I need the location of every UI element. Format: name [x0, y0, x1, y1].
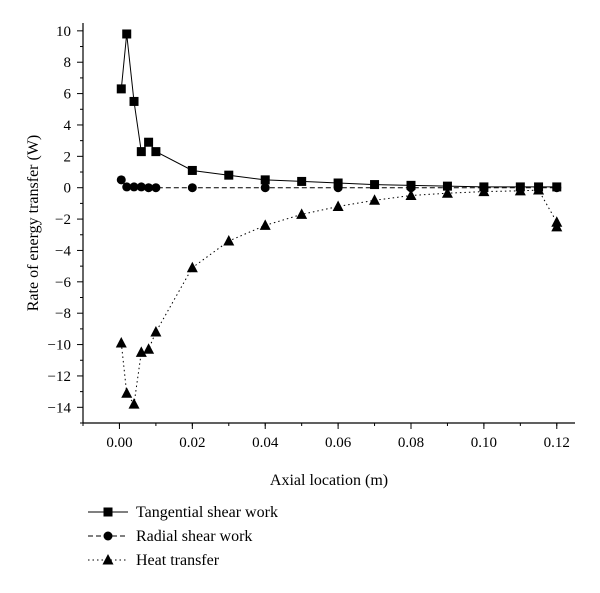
data-point: [223, 235, 235, 246]
data-point: [136, 147, 146, 157]
axes: −14 −12 −10 −8 −6 −4 −2 0 2 4 6 8 10 0.00 0.02 0.04 0.06…: [48, 23, 575, 451]
legend-label: Heat transfer: [136, 552, 220, 569]
data-point: [260, 183, 270, 193]
legend: Tangential shear work Radial shear work He…: [88, 504, 278, 569]
data-point: [143, 343, 155, 354]
x-tick-label: 0.08: [398, 435, 424, 451]
data-point: [442, 181, 452, 191]
data-point: [121, 387, 133, 398]
legend-label: Tangential shear work: [136, 504, 278, 521]
y-tick-label: 6: [64, 87, 72, 103]
data-point: [144, 183, 154, 193]
series-line: [120, 33, 557, 188]
legend-marker: [103, 507, 113, 517]
y-tick-label: −2: [55, 212, 71, 228]
data-point: [296, 208, 308, 219]
y-tick-label: −14: [48, 400, 72, 416]
data-point: [186, 261, 198, 273]
data-point: [187, 183, 197, 193]
data-point: [122, 29, 132, 39]
x-tick-label: 0.10: [471, 435, 497, 451]
data-point: [333, 183, 343, 193]
legend-item: Radial shear work: [88, 528, 252, 545]
data-point: [187, 165, 197, 175]
legend-label: Radial shear work: [136, 528, 252, 545]
y-tick-label: −12: [48, 369, 71, 385]
data-point: [144, 137, 154, 147]
data-point: [332, 200, 344, 212]
x-tick-label: 0.00: [106, 435, 132, 451]
data-point: [370, 180, 380, 190]
data-point: [333, 178, 343, 188]
data-point: [151, 183, 161, 193]
y-tick-label: −6: [55, 275, 71, 291]
data-point: [129, 96, 139, 106]
data-point: [128, 398, 140, 409]
data-point: [533, 184, 545, 195]
data-point: [224, 170, 234, 180]
x-tick-label: 0.04: [252, 435, 279, 451]
legend-marker: [102, 554, 114, 565]
y-tick-label: 8: [64, 55, 72, 71]
series-circle: [116, 175, 562, 193]
data-point: [478, 185, 490, 197]
x-tick-label: 0.06: [325, 435, 352, 451]
y-tick-label: 2: [64, 149, 72, 165]
data-point: [136, 182, 146, 192]
data-point: [551, 220, 563, 232]
data-point: [552, 183, 562, 193]
legend-marker: [103, 531, 113, 541]
y-tick-label: 4: [64, 118, 72, 134]
data-point: [129, 182, 139, 192]
x-tick-label: 0.12: [544, 435, 570, 451]
data-point: [122, 182, 132, 192]
series-triangle: [115, 184, 563, 409]
data-point: [369, 194, 381, 205]
series-layer: [115, 29, 563, 409]
data-point: [260, 175, 270, 185]
x-axis-label: Axial location (m): [270, 472, 388, 489]
data-point: [135, 346, 147, 357]
legend-item: Heat transfer: [88, 552, 220, 569]
y-tick-label: 0: [64, 181, 72, 197]
data-point: [297, 176, 307, 186]
data-point: [150, 326, 162, 337]
y-tick-label: 10: [56, 24, 71, 40]
data-point: [116, 175, 126, 185]
y-tick-label: −10: [48, 338, 71, 354]
data-point: [115, 337, 127, 348]
legend-item: Tangential shear work: [88, 504, 278, 521]
data-point: [259, 219, 271, 230]
series-line: [120, 189, 558, 406]
series-square: [116, 29, 562, 192]
data-point: [406, 183, 416, 193]
series-line: [120, 179, 557, 189]
data-point: [441, 187, 453, 198]
x-tick-label: 0.02: [179, 435, 205, 451]
data-point: [116, 84, 126, 94]
data-point: [405, 189, 417, 201]
data-point: [151, 147, 161, 157]
y-tick-label: −8: [55, 306, 71, 322]
y-axis-label: Rate of energy transfer (W): [25, 135, 42, 312]
y-tick-label: −4: [55, 243, 71, 259]
data-point: [514, 184, 526, 196]
